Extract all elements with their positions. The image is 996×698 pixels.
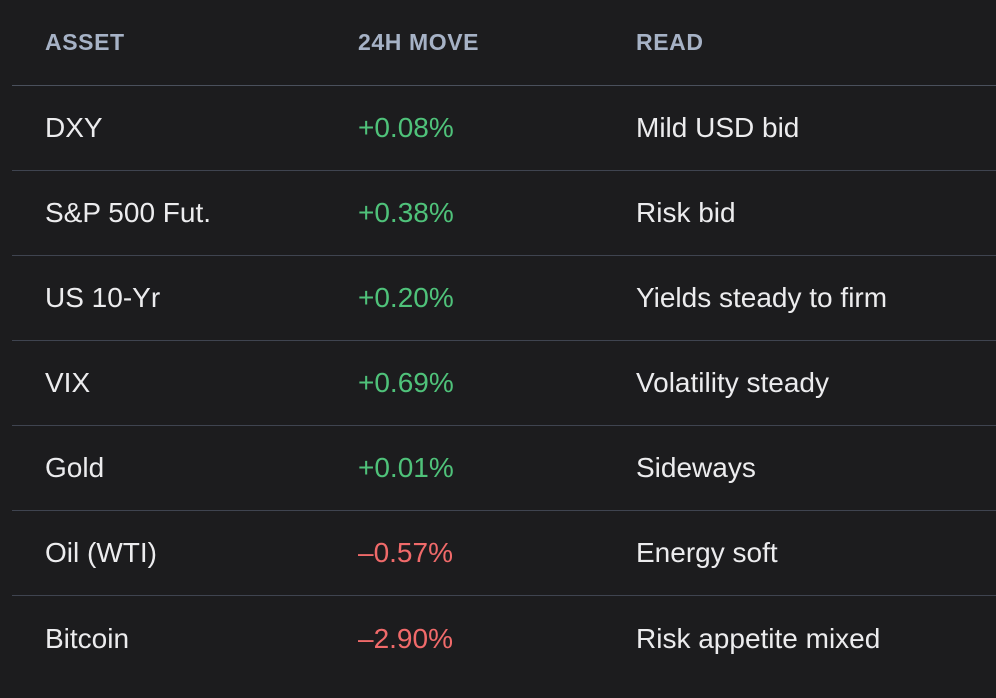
table-row: VIX +0.69% Volatility steady [12,341,996,426]
column-header-read: READ [636,29,704,55]
move-value: +0.01% [358,452,454,483]
move-value: +0.69% [358,367,454,398]
move-value: +0.08% [358,112,454,143]
table-row: DXY +0.08% Mild USD bid [12,86,996,171]
read-text: Sideways [636,452,756,483]
table-row: US 10-Yr +0.20% Yields steady to firm [12,256,996,341]
asset-name: DXY [45,112,103,143]
column-header-24h-move: 24H MOVE [358,29,480,55]
move-value: –2.90% [358,622,453,654]
column-header-asset: ASSET [45,29,125,55]
table-row: Bitcoin –2.90% Risk appetite mixed [12,596,996,681]
read-text: Mild USD bid [636,112,800,143]
asset-name: Oil (WTI) [45,537,157,568]
read-text: Volatility steady [636,367,829,398]
asset-name: Bitcoin [45,622,130,654]
table-header-row: ASSET 24H MOVE READ [12,0,996,86]
asset-name: S&P 500 Fut. [45,197,212,228]
asset-name: US 10-Yr [45,282,161,313]
market-moves-table: ASSET 24H MOVE READ DXY +0.08% Mild USD … [12,0,996,681]
read-text: Yields steady to firm [636,282,888,313]
move-value: +0.38% [358,197,454,228]
asset-name: VIX [45,367,91,398]
table-row: Oil (WTI) –0.57% Energy soft [12,511,996,596]
table-row: Gold +0.01% Sideways [12,426,996,511]
read-text: Risk appetite mixed [636,622,881,654]
read-text: Energy soft [636,537,778,568]
asset-name: Gold [45,452,105,483]
read-text: Risk bid [636,197,736,228]
table-row: S&P 500 Fut. +0.38% Risk bid [12,171,996,256]
move-value: –0.57% [358,537,453,568]
move-value: +0.20% [358,282,454,313]
